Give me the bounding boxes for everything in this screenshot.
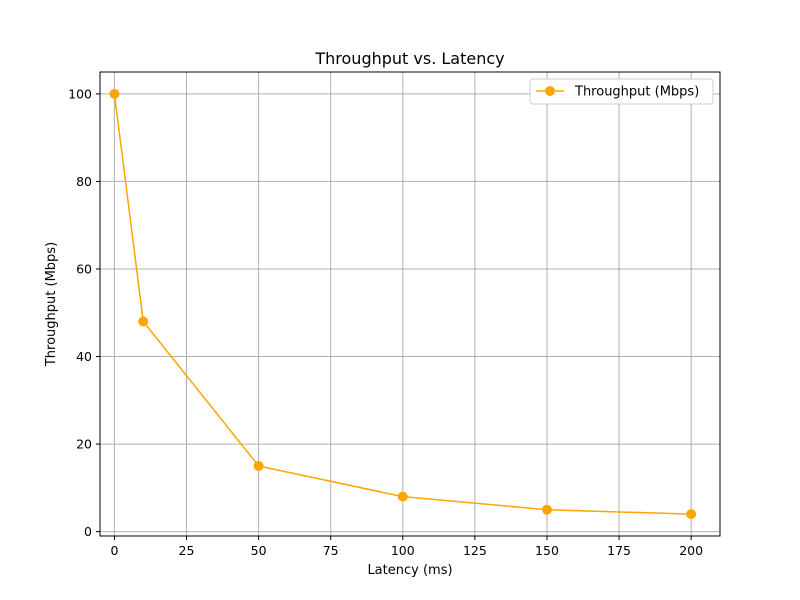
legend: Throughput (Mbps) (529, 78, 714, 105)
y-tick-label: 80 (76, 174, 92, 189)
series-line (113, 93, 692, 515)
x-tick-label: 75 (323, 543, 339, 558)
chart-title: Throughput vs. Latency (314, 49, 504, 68)
data-point-marker (109, 88, 120, 99)
y-tick-label: 40 (76, 349, 92, 364)
axis-ticks: 0 25 50 75 100 125 150 175 200 0 20 40 60 80 100 (68, 86, 703, 558)
x-tick-label: 100 (391, 543, 415, 558)
x-tick-label: 200 (679, 543, 703, 558)
y-axis-label: Throughput (Mbps) (44, 242, 59, 367)
legend-marker-swatch (545, 86, 555, 96)
data-point-marker (541, 504, 552, 515)
y-tick-label: 60 (76, 261, 92, 276)
x-tick-label: 150 (535, 543, 559, 558)
x-tick-label: 50 (251, 543, 267, 558)
x-axis-label: Latency (ms) (367, 563, 452, 578)
data-point-marker (253, 460, 264, 471)
y-tick-label: 100 (68, 86, 92, 101)
grid-lines (100, 72, 720, 536)
plot-area-frame (99, 71, 721, 537)
x-tick-label: 0 (110, 543, 118, 558)
data-series (109, 88, 697, 520)
y-tick-label: 0 (84, 524, 92, 539)
data-point-marker (397, 491, 408, 502)
y-tick-label: 20 (76, 437, 92, 452)
legend-box (529, 78, 714, 105)
data-point-marker (138, 316, 149, 327)
data-point-marker (686, 509, 697, 520)
x-tick-label: 175 (607, 543, 631, 558)
legend-label: Throughput (Mbps) (574, 85, 699, 100)
x-tick-label: 25 (179, 543, 195, 558)
x-tick-label: 125 (463, 543, 487, 558)
